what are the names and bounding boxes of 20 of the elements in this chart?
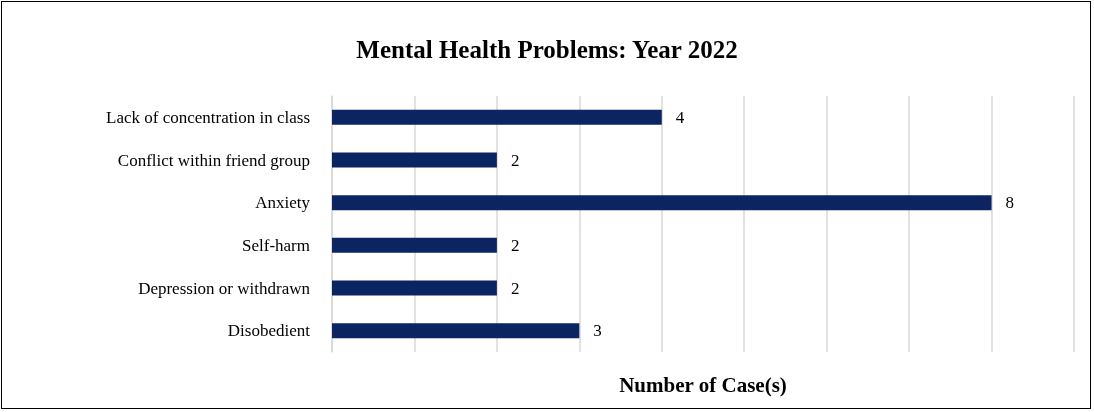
- x-axis-title: Number of Case(s): [619, 372, 787, 397]
- bar: [332, 280, 497, 296]
- y-tick-label: Depression or withdrawn: [138, 278, 311, 298]
- data-label: 2: [510, 150, 520, 170]
- chart-title: Mental Health Problems: Year 2022: [356, 36, 738, 63]
- bar: [332, 195, 992, 211]
- y-tick-label: Disobedient: [227, 321, 311, 341]
- data-label: 3: [593, 321, 602, 341]
- data-label: 2: [510, 235, 520, 255]
- y-tick-label: Lack of concentration in class: [106, 107, 310, 127]
- bar: [332, 152, 497, 168]
- bar: [332, 237, 497, 253]
- data-label: 4: [675, 107, 685, 127]
- bar: [332, 109, 662, 125]
- y-tick-label: Conflict within friend group: [117, 150, 310, 170]
- data-label: 2: [510, 278, 520, 298]
- bar: [332, 323, 580, 339]
- data-label: 8: [1005, 193, 1015, 213]
- y-tick-label: Self-harm: [242, 235, 310, 255]
- y-tick-label: Anxiety: [255, 193, 311, 213]
